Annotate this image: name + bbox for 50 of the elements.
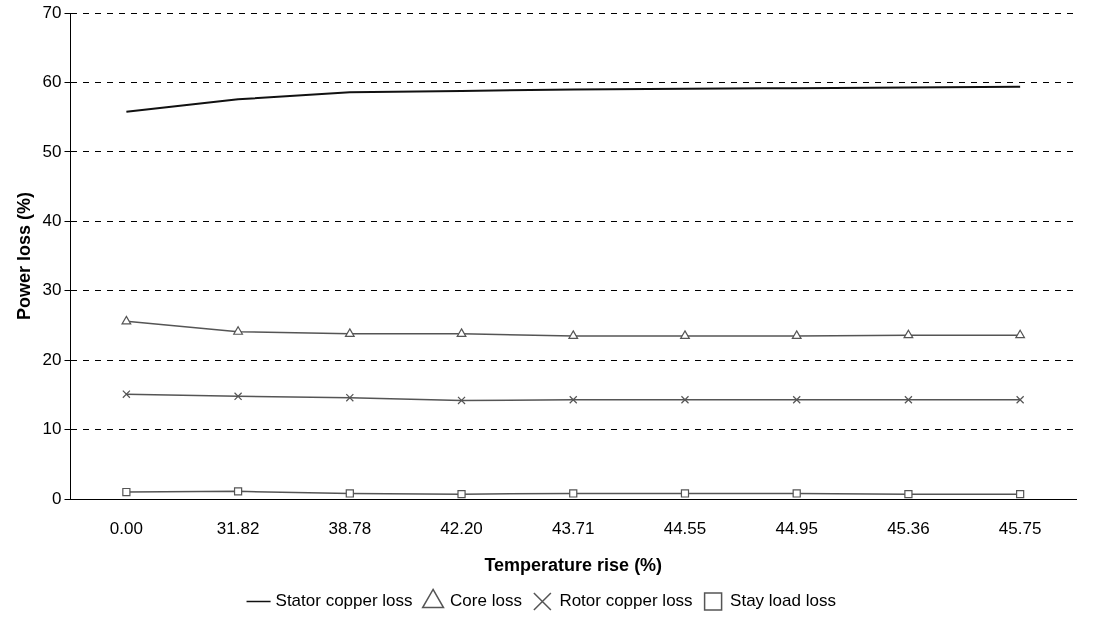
y-tick-label: 40 [42, 211, 62, 231]
point [904, 395, 913, 404]
legend-label: Rotor copper loss [559, 591, 693, 611]
x-tick-label: 42.20 [440, 518, 483, 538]
x-tick-label: 0.00 [109, 518, 143, 538]
x-tick-label: 45.75 [998, 518, 1042, 538]
x-tick-label: 43.71 [551, 518, 595, 538]
point [233, 487, 243, 496]
y-tick-label: 30 [42, 280, 62, 300]
point [345, 489, 354, 498]
point [904, 490, 913, 499]
point [233, 326, 244, 335]
x-tick-label: 31.82 [216, 518, 260, 538]
point [903, 329, 914, 339]
y-axis-title: Power loss (%) [13, 192, 34, 321]
legend-label: Core loss [450, 591, 522, 611]
legend-label: Stator copper loss [275, 591, 413, 611]
point [344, 328, 355, 337]
x-tick-label: 44.95 [775, 518, 818, 538]
point [1015, 329, 1026, 339]
point [456, 328, 467, 337]
y-tick-label: 10 [42, 419, 62, 439]
point [792, 395, 801, 404]
y-tick-label: 20 [42, 349, 62, 369]
x-axis-title: Temperature rise (%) [484, 555, 663, 576]
point [233, 392, 243, 401]
point [1016, 395, 1025, 404]
y-tick-label: 50 [42, 141, 62, 161]
x-tick-label: 44.55 [663, 518, 707, 538]
point [457, 490, 466, 499]
y-tick-label: 70 [42, 2, 62, 22]
point [569, 489, 578, 498]
point [457, 396, 466, 405]
point [345, 393, 354, 402]
y-tick-label: 60 [42, 72, 62, 92]
point [121, 315, 132, 325]
x-tick-label: 45.36 [887, 518, 930, 538]
point [569, 395, 578, 404]
point [122, 390, 131, 399]
point [791, 330, 802, 340]
point [792, 489, 801, 498]
legend-label: Stay load loss [730, 591, 836, 611]
point [680, 330, 690, 340]
x-tick-label: 38.78 [328, 518, 372, 538]
point [568, 330, 579, 340]
point [1016, 490, 1025, 499]
y-tick-label: 0 [52, 488, 62, 508]
point [680, 395, 690, 404]
point [680, 489, 690, 498]
point [122, 487, 131, 497]
